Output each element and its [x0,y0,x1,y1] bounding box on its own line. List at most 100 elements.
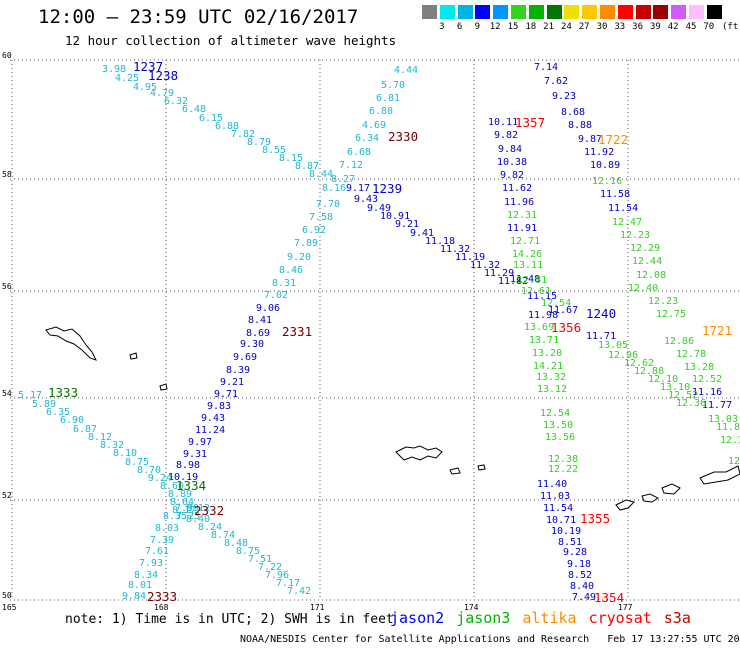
axis-labels: 60 58 56 54 52 50 165 168 171 174 177 [2,51,633,612]
wave-height-value: 4.44 [394,65,418,76]
wave-height-value: 12.38 [548,454,578,465]
track-pass-1237: 3.984.254.954.796.326.486.156.887.828.79… [102,64,346,194]
track-pass-1722-green: 12.16 12.47 12.23 12.29 12.44 12.08 12.40 12.23… [592,176,722,385]
wave-height-value: 13.20 [532,348,562,359]
satellite-name-jason2: jason2 [390,609,445,627]
wave-height-value: 12.96 [608,350,638,361]
wave-height-value: 8.10 [113,448,137,459]
pass-time-label: 2331 [282,324,312,339]
wave-height-value: 6.87 [73,424,97,435]
wave-height-value: 11.81 [716,422,740,433]
satellite-legend: jason2 jason3 altika cryosat s3a [390,609,703,627]
wave-height-value: 6.90 [60,415,84,426]
wave-height-value: 3.98 [102,64,126,75]
satellite-name-altika: altika [522,609,577,627]
wave-height-value: 6.48 [182,104,206,115]
units-note: note: 1) Time is in UTC; 2) SWH is in fe… [65,612,394,627]
wave-height-value: 9.82 [500,170,524,181]
wave-height-value: 11.29 [484,268,514,279]
wave-height-value: 9.18 [567,559,591,570]
wave-height-value: 10.19 [168,472,198,483]
lat-label: 56 [2,282,12,291]
wave-height-value: 13.28 [684,362,714,373]
pass-time-label: 1334 [176,478,206,493]
wave-height-value: 12.10 [648,374,678,385]
wave-height-value: 12.88 [634,366,664,377]
lon-label: 171 [310,603,325,612]
wave-height-value: 6.15 [199,113,223,124]
wave-height-value: 6.88 [215,121,239,132]
lat-label: 50 [2,591,12,600]
wave-height-value: 8.12 [186,503,210,514]
unalaska-island [395,445,443,461]
wave-height-value: 9.31 [183,449,207,460]
wave-height-value: 8.40 [570,581,594,592]
wave-height-value: 8.12 [88,432,112,443]
satellite-name-s3a: s3a [663,609,691,627]
wave-height-value: 13.32 [536,372,566,383]
wave-height-value: 8.17 [172,505,196,516]
color-scale-tick: 36 [632,22,644,32]
lat-lon-grid [10,59,740,601]
wave-height-value: 8.69 [246,328,270,339]
wave-height-value: 10.71 [546,515,576,526]
wave-height-value: 8.39 [226,365,250,376]
color-swatch [493,5,509,19]
wave-height-value: 9.28 [563,547,587,558]
wave-height-value: 9.20 [287,252,311,263]
wave-height-value: 13.56 [545,432,575,443]
color-swatch [617,5,633,19]
wave-height-value: 11.15 [527,291,557,302]
lat-label: 54 [2,389,12,398]
wave-height-value: 6.68 [347,147,371,158]
wave-height-value: 6.88 [369,106,393,117]
wave-height-value: 7.14 [534,62,558,73]
wave-height-value: 11.98 [528,310,558,321]
st-matthew-island [45,326,97,361]
color-swatch [564,5,580,19]
wave-height-value: 8.75 [236,546,260,557]
lat-label: 58 [2,170,12,179]
color-swatch [706,5,722,19]
wave-height-value: 7.12 [339,160,363,171]
satellite-name-cryosat: cryosat [588,609,652,627]
credit-text: NOAA/NESDIS Center for Satellite Applica… [240,634,590,645]
wave-height-value: 12.81 [517,275,547,286]
wave-height-value: 12.52 [668,390,698,401]
wave-height-value: 10.89 [590,160,620,171]
wave-height-value: 9.84 [498,144,522,155]
pass-time-label: 1356 [551,320,581,335]
pass-time-label: 1240 [586,306,616,321]
aleutian-island [641,493,659,503]
wave-height-value: 12.16 [592,176,622,187]
color-swatch [457,5,473,19]
color-swatch [439,5,455,19]
satellite-name-jason3: jason3 [456,609,511,627]
aleutian-island [615,499,635,511]
pass-time-label: 1355 [580,511,610,526]
wave-height-value: 12.47 [612,217,642,228]
wave-height-value: 12.36 [676,398,706,409]
color-swatch [600,5,615,19]
wave-height-value: 9.83 [207,401,231,412]
color-scale-tick: 6 [456,22,463,32]
track-pass-2332: 8.127.997.238.358.037.397.617.938.348.01… [122,503,210,602]
wave-height-value: 7.51 [248,554,272,565]
wave-height-value: 11.91 [507,223,537,234]
track-pass-1356: 11.67 11.71 11.16 11.77 [548,305,732,411]
wave-height-value: 12.71 [510,236,540,247]
wave-height-value: 8.51 [558,537,582,548]
wave-height-value: 12.08 [636,270,666,281]
wave-height-value: 8.32 [100,440,124,451]
color-swatch [689,5,704,19]
wave-height-value: 11.32 [470,260,500,271]
color-scale-tick: 33 [614,22,626,32]
color-scale-tick: 27 [578,22,590,32]
wave-height-value: 12.8 [728,456,740,467]
wave-height-value: 8.60 [160,481,184,492]
wave-height-value: 11.24 [195,425,225,436]
color-swatch [475,5,491,19]
wave-height-value: 9.24 [148,473,172,484]
wave-height-value: 5.89 [32,399,56,410]
